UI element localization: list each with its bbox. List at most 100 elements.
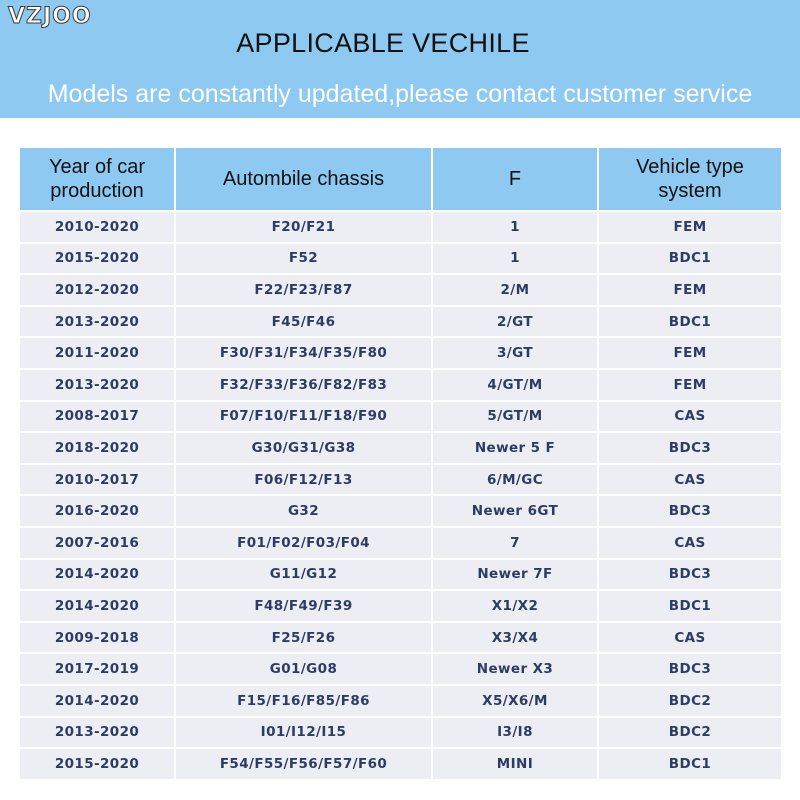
cell-system: BDC2	[599, 685, 781, 716]
cell-year: 2015-2020	[20, 749, 174, 779]
cell-series: X1/X2	[433, 591, 597, 621]
cell-series: 4/GT/M	[433, 369, 597, 400]
cell-system: FEM	[599, 212, 781, 242]
table-row: 2014-2020 F15/F16/F85/F86 X5/X6/M BDC2	[20, 685, 781, 716]
cell-system: FEM	[599, 338, 781, 368]
cell-year: 2013-2020	[20, 306, 174, 337]
cell-series: 1	[433, 212, 597, 242]
cell-year: 2014-2020	[20, 685, 174, 716]
cell-chassis: G32	[176, 496, 431, 526]
cell-chassis: F54/F55/F56/F57/F60	[176, 749, 431, 779]
cell-year: 2015-2020	[20, 243, 174, 274]
cell-chassis: G01/G08	[176, 654, 431, 684]
table-header-row: Year of car production Autombile chassis…	[20, 148, 781, 210]
table-row: 2013-2020 F32/F33/F36/F82/F83 4/GT/M FEM	[20, 369, 781, 400]
cell-system: BDC3	[599, 654, 781, 684]
cell-series: 6/M/GC	[433, 464, 597, 495]
cell-year: 2013-2020	[20, 369, 174, 400]
table-row: 2013-2020 I01/I12/I15 I3/I8 BDC2	[20, 717, 781, 748]
cell-year: 2007-2016	[20, 527, 174, 558]
cell-series: X3/X4	[433, 622, 597, 653]
cell-chassis: F48/F49/F39	[176, 591, 431, 621]
vehicle-table: Year of car production Autombile chassis…	[18, 146, 783, 781]
table-row: 2012-2020 F22/F23/F87 2/M FEM	[20, 275, 781, 305]
cell-year: 2009-2018	[20, 622, 174, 653]
table-row: 2010-2017 F06/F12/F13 6/M/GC CAS	[20, 464, 781, 495]
cell-series: Newer X3	[433, 654, 597, 684]
table-row: 2018-2020 G30/G31/G38 Newer 5 F BDC3	[20, 433, 781, 463]
page-title: APPLICABLE VECHILE	[236, 28, 530, 58]
table-row: 2013-2020 F45/F46 2/GT BDC1	[20, 306, 781, 337]
cell-chassis: F20/F21	[176, 212, 431, 242]
cell-system: CAS	[599, 622, 781, 653]
cell-series: Newer 7F	[433, 559, 597, 590]
cell-chassis: F06/F12/F13	[176, 464, 431, 495]
table-row: 2017-2019 G01/G08 Newer X3 BDC3	[20, 654, 781, 684]
cell-year: 2010-2017	[20, 464, 174, 495]
header-chassis: Autombile chassis	[176, 148, 431, 210]
cell-series: I3/I8	[433, 717, 597, 748]
cell-series: Newer 5 F	[433, 433, 597, 463]
cell-series: 5/GT/M	[433, 401, 597, 432]
cell-chassis: F01/F02/F03/F04	[176, 527, 431, 558]
cell-series: X5/X6/M	[433, 685, 597, 716]
cell-system: BDC2	[599, 717, 781, 748]
cell-system: CAS	[599, 464, 781, 495]
cell-chassis: F32/F33/F36/F82/F83	[176, 369, 431, 400]
cell-year: 2014-2020	[20, 559, 174, 590]
cell-series: 7	[433, 527, 597, 558]
cell-year: 2011-2020	[20, 338, 174, 368]
table-row: 2008-2017 F07/F10/F11/F18/F90 5/GT/M CAS	[20, 401, 781, 432]
cell-system: BDC1	[599, 749, 781, 779]
cell-system: CAS	[599, 401, 781, 432]
cell-series: MINI	[433, 749, 597, 779]
cell-chassis: F22/F23/F87	[176, 275, 431, 305]
cell-system: BDC1	[599, 591, 781, 621]
table-row: 2014-2020 G11/G12 Newer 7F BDC3	[20, 559, 781, 590]
cell-series: Newer 6GT	[433, 496, 597, 526]
cell-year: 2013-2020	[20, 717, 174, 748]
header-system: Vehicle type system	[599, 148, 781, 210]
table-row: 2009-2018 F25/F26 X3/X4 CAS	[20, 622, 781, 653]
cell-series: 2/GT	[433, 306, 597, 337]
cell-year: 2010-2020	[20, 212, 174, 242]
cell-chassis: F45/F46	[176, 306, 431, 337]
cell-system: BDC3	[599, 496, 781, 526]
header-year: Year of car production	[20, 148, 174, 210]
cell-year: 2008-2017	[20, 401, 174, 432]
table-row: 2015-2020 F54/F55/F56/F57/F60 MINI BDC1	[20, 749, 781, 779]
cell-chassis: G30/G31/G38	[176, 433, 431, 463]
cell-system: CAS	[599, 527, 781, 558]
table-row: 2014-2020 F48/F49/F39 X1/X2 BDC1	[20, 591, 781, 621]
header-banner: VZJOO APPLICABLE VECHILE Models are cons…	[0, 0, 800, 118]
table-row: 2016-2020 G32 Newer 6GT BDC3	[20, 496, 781, 526]
cell-system: FEM	[599, 369, 781, 400]
table-row: 2010-2020 F20/F21 1 FEM	[20, 212, 781, 242]
cell-chassis: I01/I12/I15	[176, 717, 431, 748]
cell-chassis: F52	[176, 243, 431, 274]
cell-year: 2012-2020	[20, 275, 174, 305]
brand-logo: VZJOO	[8, 4, 92, 30]
cell-system: BDC3	[599, 433, 781, 463]
header-series: F	[433, 148, 597, 210]
cell-year: 2014-2020	[20, 591, 174, 621]
cell-year: 2016-2020	[20, 496, 174, 526]
cell-year: 2018-2020	[20, 433, 174, 463]
cell-system: BDC3	[599, 559, 781, 590]
cell-chassis: F30/F31/F34/F35/F80	[176, 338, 431, 368]
page-subtitle: Models are constantly updated,please con…	[47, 80, 753, 108]
cell-chassis: F07/F10/F11/F18/F90	[176, 401, 431, 432]
cell-series: 3/GT	[433, 338, 597, 368]
cell-system: BDC1	[599, 243, 781, 274]
cell-series: 1	[433, 243, 597, 274]
cell-chassis: F15/F16/F85/F86	[176, 685, 431, 716]
cell-system: FEM	[599, 275, 781, 305]
cell-chassis: F25/F26	[176, 622, 431, 653]
table-row: 2007-2016 F01/F02/F03/F04 7 CAS	[20, 527, 781, 558]
cell-system: BDC1	[599, 306, 781, 337]
cell-series: 2/M	[433, 275, 597, 305]
table-row: 2011-2020 F30/F31/F34/F35/F80 3/GT FEM	[20, 338, 781, 368]
cell-chassis: G11/G12	[176, 559, 431, 590]
cell-year: 2017-2019	[20, 654, 174, 684]
table-row: 2015-2020 F52 1 BDC1	[20, 243, 781, 274]
